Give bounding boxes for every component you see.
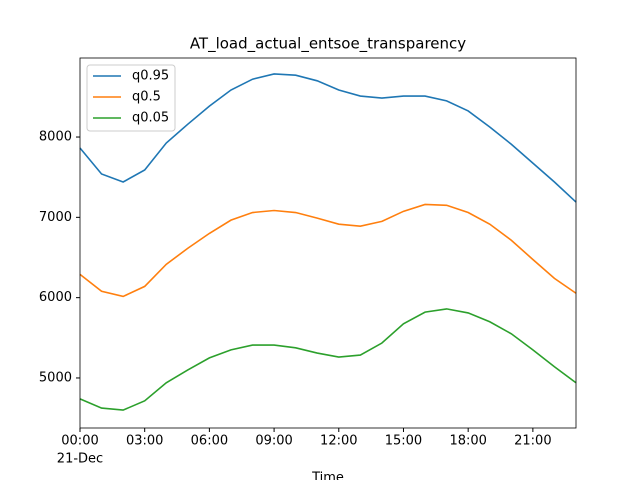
x-tick-label: 18:00 — [449, 434, 486, 449]
x-tick-label: 12:00 — [320, 434, 357, 449]
x-axis-label: Time — [311, 471, 344, 480]
x-date-label: 21-Dec — [57, 452, 103, 467]
chart-title: AT_load_actual_entsoe_transparency — [190, 35, 466, 54]
x-tick-label: 09:00 — [255, 434, 292, 449]
series-line — [79, 203, 577, 298]
y-tick-label: 7000 — [39, 210, 72, 225]
x-tick-label: 03:00 — [126, 434, 163, 449]
legend-label: q0.95 — [132, 69, 169, 84]
x-tick-label: 15:00 — [385, 434, 422, 449]
legend-box — [86, 64, 176, 132]
legend: q0.95 q0.5 q0.05 — [86, 64, 176, 132]
y-tick-label: 8000 — [39, 130, 72, 145]
plot-frame — [79, 57, 577, 429]
legend-label: q0.5 — [132, 90, 161, 105]
series-line — [79, 308, 577, 411]
y-tick-label: 5000 — [39, 370, 72, 385]
x-tick-label: 06:00 — [191, 434, 228, 449]
series-line — [79, 73, 577, 203]
x-tick-label: 00:00 — [61, 434, 98, 449]
legend-label: q0.05 — [132, 111, 169, 126]
x-tick-label: 21:00 — [514, 434, 551, 449]
y-tick-label: 6000 — [39, 290, 72, 305]
